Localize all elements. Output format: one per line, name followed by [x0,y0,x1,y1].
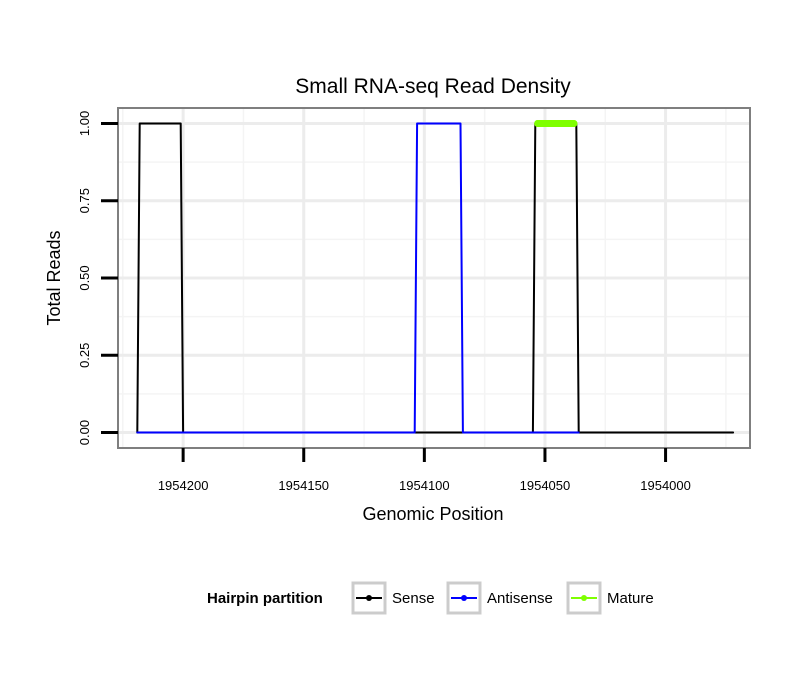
y-tick-label: 0.75 [77,188,92,213]
y-tick-label: 1.00 [77,111,92,136]
legend-dot-antisense [461,595,467,601]
legend: Hairpin partition Sense Antisense Mature [207,581,654,615]
legend-dot-mature [581,595,587,601]
legend-title: Hairpin partition [207,590,323,607]
legend-item-mature: Mature [566,581,654,615]
x-axis: 1954200 1954150 1954100 1954050 1954000 [158,448,691,493]
series-line-antisense [136,122,580,434]
y-axis-title: Total Reads [44,230,64,325]
x-axis-title: Genomic Position [362,504,503,524]
x-tick-label: 1954150 [278,478,329,493]
y-tick-label: 0.25 [77,343,92,368]
series-point-mature [534,119,542,127]
legend-item-sense: Sense [351,581,435,615]
y-tick-label: 0.50 [77,265,92,290]
legend-dot-sense [366,595,372,601]
x-tick-label: 1954200 [158,478,209,493]
legend-label-antisense: Antisense [487,590,553,607]
chart-title: Small RNA-seq Read Density [295,75,571,98]
y-tick-label: 0.00 [77,420,92,445]
x-tick-label: 1954050 [520,478,571,493]
legend-item-antisense: Antisense [446,581,553,615]
legend-label-sense: Sense [392,590,435,607]
series-layer [136,119,735,434]
legend-label-mature: Mature [607,590,654,607]
x-tick-label: 1954000 [640,478,691,493]
y-axis: 0.00 0.25 0.50 0.75 1.00 [77,111,118,445]
x-tick-label: 1954100 [399,478,450,493]
series-point-mature [570,119,578,127]
